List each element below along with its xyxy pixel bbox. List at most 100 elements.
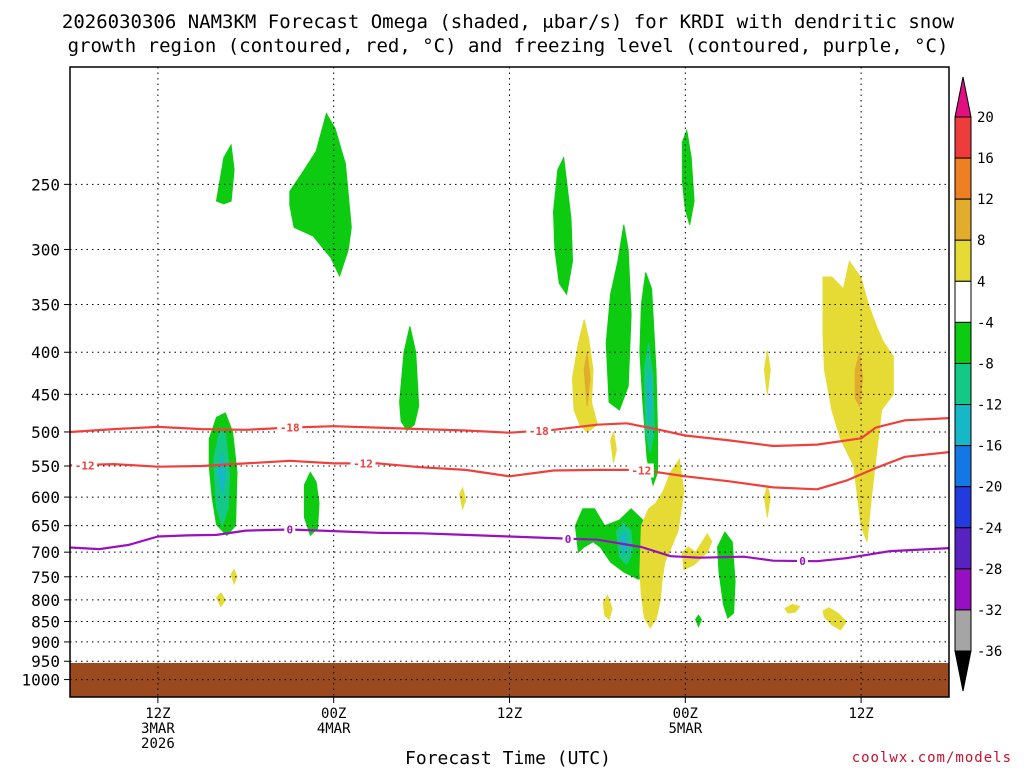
colorbar-bin-2 xyxy=(954,198,972,241)
contour-label-bg-0 xyxy=(277,420,303,435)
y-tick-label-450: 450 xyxy=(31,385,60,404)
x-tick-label-0-0: 12Z xyxy=(145,706,170,722)
colorbar-tick-label-10: -24 xyxy=(977,521,1002,537)
y-tick-label-300: 300 xyxy=(31,240,60,259)
omega-region-10 xyxy=(716,531,736,619)
colorbar-tick-label-2: 12 xyxy=(977,192,994,208)
x-tick-label-3-1: 5MAR xyxy=(668,721,702,737)
x-tick-label-4-0: 12Z xyxy=(848,706,873,722)
omega-region-20 xyxy=(459,486,467,511)
colorbar-bin-1 xyxy=(954,157,972,200)
colorbar-bin-11 xyxy=(954,568,972,611)
contour-label-6: 0 xyxy=(565,533,572,546)
surface-ground-fill xyxy=(70,663,949,697)
omega-region-24 xyxy=(602,594,613,621)
contour-label-bg-4 xyxy=(628,463,654,478)
colorbar-bin-7 xyxy=(954,404,972,447)
colorbar-tick-label-0: 20 xyxy=(977,110,994,126)
omega-region-11 xyxy=(695,614,702,628)
omega-region-17 xyxy=(620,529,628,557)
y-tick-label-650: 650 xyxy=(31,517,60,536)
contour-label-5: 0 xyxy=(286,524,293,537)
x-tick-label-3-0: 00Z xyxy=(673,706,698,722)
y-tick-label-600: 600 xyxy=(31,488,60,507)
y-gridlines xyxy=(70,183,949,681)
x-tick-label-1-1: 4MAR xyxy=(317,721,351,737)
colorbar-tick-label-13: -36 xyxy=(977,644,1002,660)
omega-region-6 xyxy=(605,224,632,411)
colorbar-tick-label-7: -12 xyxy=(977,398,1002,414)
contour-label-3: -12 xyxy=(353,457,373,470)
colorbar-over-triangle xyxy=(954,76,972,118)
contour-label-bg-1 xyxy=(526,424,552,439)
omega-region-16 xyxy=(646,369,653,425)
x-tick-label-1-0: 00Z xyxy=(321,706,346,722)
contour-label-7: 0 xyxy=(799,555,806,568)
x-tick-label-0-1: 3MAR xyxy=(141,721,175,737)
omega-region-31 xyxy=(583,352,591,407)
colorbar-tick-label-6: -8 xyxy=(977,356,994,372)
omega-region-27 xyxy=(763,484,771,518)
y-tick-label-950: 950 xyxy=(31,652,60,671)
x-tick-label-0-2: 2026 xyxy=(141,736,175,752)
colorbar-tick-label-1: 16 xyxy=(977,151,994,167)
omega-region-8 xyxy=(681,128,695,225)
contour-label-4: -12 xyxy=(631,465,651,478)
contour-line--18 xyxy=(69,417,950,448)
y-tick-label-250: 250 xyxy=(31,175,60,194)
y-tick-label-900: 900 xyxy=(31,633,60,652)
omega-region-23 xyxy=(639,458,685,629)
omega-region-22 xyxy=(230,568,238,586)
omega-regions xyxy=(208,112,894,631)
contour-label-bg-6 xyxy=(562,532,574,547)
contour-label-bg-7 xyxy=(797,554,808,569)
contour-label-bg-5 xyxy=(284,522,296,537)
colorbar-tick-label-5: -4 xyxy=(977,315,994,331)
omega-region-26 xyxy=(763,350,771,395)
colorbar-tick-label-4: 4 xyxy=(977,274,985,290)
x-axis-label: Forecast Time (UTC) xyxy=(405,748,611,768)
y-tick-label-750: 750 xyxy=(31,568,60,587)
contour-label-2: -12 xyxy=(75,459,95,472)
colorbar-bin-9 xyxy=(954,486,972,529)
y-tick-label-800: 800 xyxy=(31,591,60,610)
omega-region-4 xyxy=(303,471,320,537)
colorbar-tick-label-12: -32 xyxy=(977,603,1002,619)
colorbar-bin-0 xyxy=(954,116,972,159)
chart-title-line-2: growth region (contoured, red, °C) and f… xyxy=(68,35,949,57)
y-tick-label-400: 400 xyxy=(31,343,60,362)
colorbar-bin-12 xyxy=(954,609,972,652)
omega-region-5 xyxy=(552,155,574,296)
y-tick-label-550: 550 xyxy=(31,457,60,476)
y-axis-ticks: 2503003504004505005506006507007508008509… xyxy=(21,175,70,690)
x-tick-label-2-0: 12Z xyxy=(497,706,522,722)
contour-label-1: -18 xyxy=(529,425,549,438)
omega-region-19 xyxy=(610,431,617,463)
y-tick-label-500: 500 xyxy=(31,423,60,442)
y-tick-label-700: 700 xyxy=(31,543,60,562)
contour-label-0: -18 xyxy=(280,422,300,435)
omega-region-2 xyxy=(399,326,420,432)
temperature-contours: -18 -18 -12 -12 -12 0 0 0 xyxy=(69,417,950,569)
chart-title-line-1: 2026030306 NAM3KM Forecast Omega (shaded… xyxy=(62,11,955,33)
colorbar-tick-label-3: 8 xyxy=(977,233,985,249)
x-gridlines xyxy=(157,67,862,697)
omega-region-29 xyxy=(822,607,848,631)
colorbar-tick-label-8: -16 xyxy=(977,439,1002,455)
colorbar-tick-label-9: -20 xyxy=(977,480,1002,496)
contour-line--12 xyxy=(69,451,950,491)
y-tick-label-1000: 1000 xyxy=(21,671,60,690)
omega-region-1 xyxy=(289,112,352,278)
y-tick-label-850: 850 xyxy=(31,613,60,632)
contour-label-bg-2 xyxy=(72,458,98,473)
colorbar-bin-10 xyxy=(954,527,972,570)
colorbar-bin-4 xyxy=(954,280,972,323)
omega-region-0 xyxy=(215,143,235,205)
colorbar-under-triangle xyxy=(954,650,972,692)
colorbar-bin-3 xyxy=(954,239,972,282)
credit-text: coolwx.com/models xyxy=(852,750,1012,766)
plot-area: -18 -18 -12 -12 -12 0 0 0 xyxy=(69,66,950,698)
contour-label-bg-3 xyxy=(350,456,376,471)
